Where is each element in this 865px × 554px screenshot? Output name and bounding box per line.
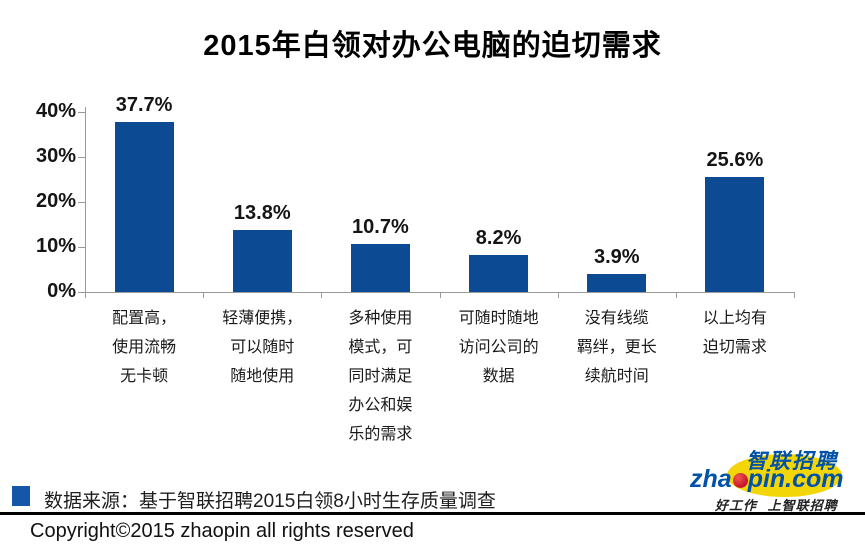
- x-axis-tick: [203, 292, 205, 298]
- category-label-line: 随地使用: [230, 368, 295, 385]
- category-label-line: 访问公司的: [458, 339, 539, 356]
- y-axis-tick-label: 30%: [35, 145, 76, 167]
- category-label-line: 无卡顿: [120, 368, 169, 385]
- bar-value-label: 37.7%: [115, 94, 173, 117]
- bar: [350, 243, 410, 292]
- category-label: 以上均有 迫切需求: [676, 304, 794, 362]
- category-label-line: 同时满足: [348, 368, 413, 385]
- y-axis-tick: [78, 247, 85, 248]
- category-label-line: 使用流畅: [112, 339, 177, 356]
- category-label-line: 以上均有: [702, 310, 767, 327]
- logo-url-suffix: pin.com: [747, 465, 844, 493]
- category-label-line: 续航时间: [584, 368, 649, 385]
- copyright-text: Copyright©2015 zhaopin all rights reserv…: [30, 520, 414, 542]
- category-label-line: 数据: [482, 368, 515, 385]
- category-label-line: 轻薄便携，: [222, 310, 303, 327]
- category-label-line: 办公和娱: [348, 397, 413, 414]
- zhaopin-logo: 智联招聘 zha pin.com 好工作 上智联招聘: [680, 440, 865, 513]
- category-label-line: 模式，可: [348, 339, 413, 356]
- bar-value-label: 25.6%: [706, 148, 764, 171]
- category-label: 轻薄便携， 可以随时随地使用: [203, 304, 321, 391]
- y-axis-tick: [78, 292, 85, 293]
- bar: [587, 274, 647, 292]
- bar-value-label: 8.2%: [475, 227, 522, 250]
- x-axis-tick: [85, 292, 86, 298]
- category-label-line: 没有线缆: [584, 310, 649, 327]
- bar-value-label: 3.9%: [593, 246, 640, 269]
- bar-value-label: 10.7%: [352, 215, 409, 238]
- category-label-line: 配置高，: [112, 310, 177, 327]
- category-label-line: 可以随时: [230, 339, 295, 356]
- chart-title: 2015年白领对办公电脑的迫切需求: [203, 30, 662, 62]
- y-axis-tick: [78, 112, 85, 113]
- y-axis-tick-label: 10%: [35, 235, 76, 257]
- bar: [232, 229, 292, 292]
- y-axis-tick-label: 20%: [35, 190, 76, 212]
- bar: [469, 255, 529, 292]
- category-label-line: 可随时随地: [458, 310, 539, 327]
- legend-swatch: [12, 486, 30, 506]
- y-axis-tick-label: 0%: [47, 280, 76, 302]
- y-axis-tick: [78, 157, 85, 158]
- x-axis-tick: [675, 292, 677, 298]
- category-label: 可随时随地访问公司的数据: [440, 304, 558, 391]
- category-label-line: 乐的需求: [348, 426, 413, 443]
- y-axis-tick-label: 40%: [35, 100, 76, 122]
- y-axis-line: [85, 107, 86, 293]
- x-axis-tick: [557, 292, 559, 298]
- data-source-text: 数据来源：基于智联招聘2015白领8小时生存质量调查: [44, 491, 496, 512]
- category-label-line: 多种使用: [348, 310, 413, 327]
- bar: [114, 122, 174, 292]
- logo-tagline: 好工作 上智联招聘: [715, 498, 838, 513]
- logo-brand-chinese: 智联招聘: [746, 450, 838, 473]
- x-axis-tick: [794, 292, 795, 298]
- category-label-line: 羁绊，更长: [576, 339, 657, 356]
- category-label-line: 迫切需求: [702, 339, 767, 356]
- category-label: 没有线缆羁绊，更长续航时间: [558, 304, 676, 391]
- x-axis-tick: [439, 292, 441, 298]
- category-label: 多种使用模式，可同时满足办公和娱乐的需求: [321, 304, 439, 449]
- y-axis-tick: [78, 202, 85, 203]
- logo-url: zha pin.com: [690, 465, 844, 494]
- bar: [705, 176, 765, 292]
- bar-value-label: 13.8%: [233, 201, 291, 224]
- x-axis-tick: [321, 292, 323, 298]
- red-ball-icon: [732, 473, 748, 488]
- footer-divider: [0, 512, 865, 515]
- category-label: 配置高， 使用流畅无卡顿: [85, 304, 203, 391]
- logo-url-prefix: zha: [690, 465, 732, 493]
